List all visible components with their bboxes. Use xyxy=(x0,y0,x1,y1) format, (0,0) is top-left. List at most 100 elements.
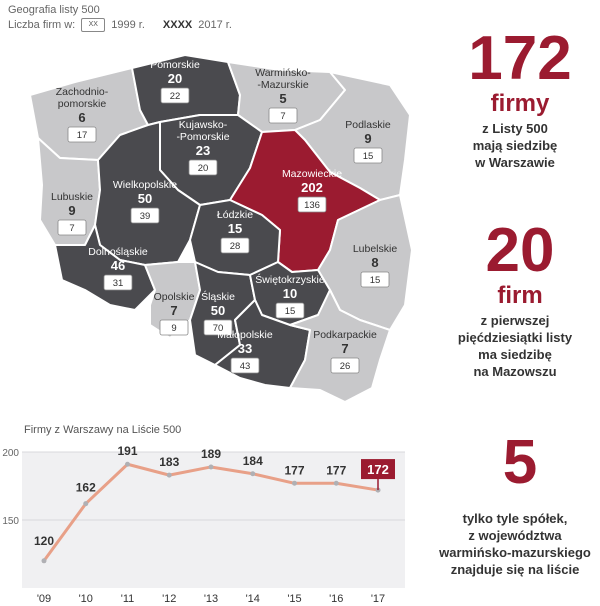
region-value-2017-warminsko: 5 xyxy=(279,91,286,106)
stat-unit-0: firmy xyxy=(490,90,550,117)
legend: Liczba firm w: XX 1999 r. XXXX 2017 r. xyxy=(8,18,232,32)
x-tick-label-0: '09 xyxy=(37,593,51,605)
region-box-zachodniopomorskie xyxy=(67,126,97,143)
data-label-8: 172 xyxy=(367,462,389,477)
region-value-1999-lubelskie: 15 xyxy=(370,275,381,286)
poland-map: Zachodnio-pomorskie617Pomorskie2022Warmi… xyxy=(29,54,413,403)
data-point-3 xyxy=(166,472,172,478)
region-value-2017-slaskie: 50 xyxy=(211,303,225,318)
region-value-2017-pomorskie: 20 xyxy=(168,71,182,86)
data-point-4 xyxy=(208,464,214,470)
region-value-2017-kujawsko: 23 xyxy=(196,143,210,158)
legend-year-2017: 2017 r. xyxy=(198,19,232,31)
data-point-1 xyxy=(83,501,89,507)
x-tick-label-1: '10 xyxy=(79,593,93,605)
y-tick-label-150: 150 xyxy=(2,516,19,527)
region-box-dolnoslaskie xyxy=(103,274,133,291)
region-value-1999-pomorskie: 22 xyxy=(170,91,181,102)
legend-label: Liczba firm w: xyxy=(8,19,76,31)
region-value-1999-lubuskie: 7 xyxy=(69,223,74,234)
region-name-wielkopolskie: Wielkopolskie xyxy=(113,179,177,191)
region-value-2017-malopolskie: 33 xyxy=(238,341,252,356)
region-box-opolskie xyxy=(159,319,189,336)
region-value-2017-swietokrzyskie: 10 xyxy=(283,286,297,301)
region-value-1999-zachodniopomorskie: 17 xyxy=(77,130,88,141)
data-point-5 xyxy=(250,471,256,477)
chart-title: Firmy z Warszawy na Liście 500 xyxy=(24,424,182,436)
region-name-podlaskie: Podlaskie xyxy=(345,119,391,131)
stat-number-2: 5 xyxy=(502,428,538,497)
data-point-8 xyxy=(375,487,381,493)
data-point-6 xyxy=(292,480,297,486)
region-value-1999-slaskie: 70 xyxy=(213,323,224,334)
region-labels: Zachodnio-pomorskie617Pomorskie2022Warmi… xyxy=(51,59,398,374)
region-box-podkarpackie xyxy=(330,357,360,374)
stat-text-1-1: pięćdziesiątki listy xyxy=(457,330,573,345)
data-point-0 xyxy=(41,558,47,564)
region-box-pomorskie xyxy=(160,87,190,104)
region-box-malopolskie xyxy=(230,357,260,374)
region-box-slaskie xyxy=(203,319,233,336)
region-value-1999-dolnoslaskie: 31 xyxy=(113,278,124,289)
region-value-2017-zachodniopomorskie: 6 xyxy=(78,110,85,125)
x-tick-label-5: '14 xyxy=(246,593,260,605)
region-value-1999-mazowieckie: 136 xyxy=(304,200,320,211)
region-name-lubuskie: Lubuskie xyxy=(51,191,93,203)
data-label-5: 184 xyxy=(243,454,263,468)
region-shape-podkarpackie[interactable] xyxy=(289,289,391,403)
region-value-1999-podkarpackie: 26 xyxy=(340,361,351,372)
region-value-2017-dolnoslaskie: 46 xyxy=(111,258,125,273)
x-tick-label-8: '17 xyxy=(371,593,385,605)
header-title: Geografia listy 500 xyxy=(8,4,100,16)
region-name-podkarpackie: Podkarpackie xyxy=(313,329,377,341)
stat-text-1-2: ma siedzibę xyxy=(478,347,552,362)
stat-text-0-2: w Warszawie xyxy=(475,155,555,170)
region-value-2017-podkarpackie: 7 xyxy=(341,341,348,356)
region-name-pomorskie: Pomorskie xyxy=(150,59,200,71)
region-name2-kujawsko: -Pomorskie xyxy=(176,131,229,143)
data-label-2: 191 xyxy=(117,444,137,458)
region-box-podlaskie xyxy=(353,147,383,164)
region-value-1999-podlaskie: 15 xyxy=(363,151,374,162)
region-name-warminsko: Warmińsko- xyxy=(255,67,311,79)
region-name2-zachodniopomorskie: pomorskie xyxy=(58,98,107,110)
legend-year-1999: 1999 r. xyxy=(111,19,145,31)
region-value-2017-lodzkie: 15 xyxy=(228,221,242,236)
stat-text-1-3: na Mazowszu xyxy=(473,364,557,379)
x-tick-label-7: '16 xyxy=(329,593,343,605)
stat-text-0-1: mają siedzibę xyxy=(472,138,558,153)
data-label-3: 183 xyxy=(159,455,179,469)
data-label-0: 120 xyxy=(34,534,54,548)
stat-unit-1: firm xyxy=(497,282,543,309)
x-tick-label-4: '13 xyxy=(204,593,218,605)
x-tick-label-2: '11 xyxy=(121,593,135,605)
line-chart: 150 200 120 162 191 183 189 184 177 177 172 '09 '10 '… xyxy=(2,444,405,605)
region-value-2017-mazowieckie: 202 xyxy=(301,180,323,195)
region-name-mazowieckie: Mazowieckie xyxy=(282,168,342,180)
region-value-1999-swietokrzyskie: 15 xyxy=(285,306,296,317)
region-box-lubelskie xyxy=(360,271,390,288)
stat-text-1-0: z pierwszej xyxy=(480,313,550,328)
stat-text-0-0: z Listy 500 xyxy=(482,121,548,136)
stat-text-2-1: z województwa xyxy=(468,528,562,543)
stat-text-2-2: warmińsko-mazurskiego xyxy=(439,545,591,560)
legend-bold-sample: XXXX xyxy=(162,19,193,31)
data-label-4: 189 xyxy=(201,447,221,461)
region-name-swietokrzyskie: Świętokrzyskie xyxy=(255,273,325,286)
region-name-opolskie: Opolskie xyxy=(154,291,195,303)
data-label-7: 177 xyxy=(326,463,346,477)
region-name-lodzkie: Łódzkie xyxy=(217,209,253,221)
region-name-lubelskie: Lubelskie xyxy=(353,243,398,255)
stat-number-1: 20 xyxy=(485,216,555,285)
region-box-lodzkie xyxy=(220,237,250,254)
region-value-2017-lubuskie: 9 xyxy=(68,203,75,218)
y-tick-label-200: 200 xyxy=(2,448,19,459)
region-value-2017-lubelskie: 8 xyxy=(371,255,378,270)
legend-box-sample: XX xyxy=(81,18,106,32)
data-label-1: 162 xyxy=(76,481,96,495)
region-value-1999-opolskie: 9 xyxy=(171,323,176,334)
stat-text-2-0: tylko tyle spółek, xyxy=(462,511,568,526)
x-tick-label-6: '15 xyxy=(287,593,301,605)
region-name-slaskie: Śląskie xyxy=(201,290,235,303)
region-box-swietokrzyskie xyxy=(275,302,305,319)
